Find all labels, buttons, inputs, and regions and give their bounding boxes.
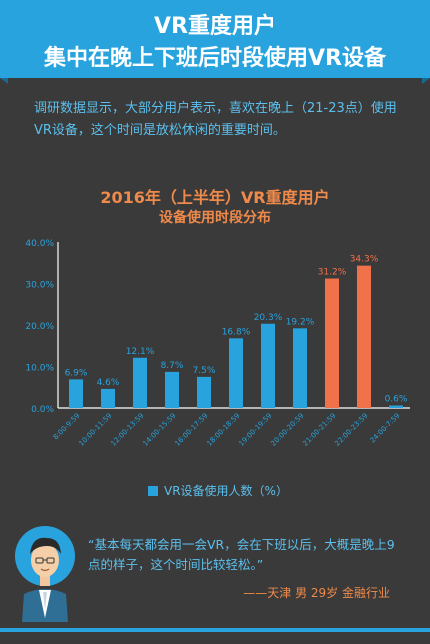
bar-value-label: 8.7% [161,361,184,371]
bar [69,379,83,408]
bar [293,328,307,408]
bottom-accent-line [0,628,430,632]
bar [357,265,371,408]
bar [165,371,179,408]
banner-fold-right [422,78,430,84]
legend-label: VR设备使用人数（%） [164,484,288,498]
chart-title: 2016年（上半年）VR重度用户 [100,188,330,207]
legend-swatch [148,486,158,496]
y-tick-label: 10.0% [25,364,54,374]
x-tick-label: 24:00-7:59 [369,412,402,445]
x-tick-label: 16:00-17:59 [173,412,209,448]
quote-attribution: ——天津 男 29岁 金融行业 [243,586,390,600]
x-tick-label: 21:00-21:59 [301,412,337,448]
banner-fold-left [0,78,8,84]
bar-value-label: 20.3% [254,313,283,323]
x-tick-label: 22:00-23:59 [333,412,369,448]
person-avatar-icon [15,526,75,622]
bar-value-label: 16.8% [222,327,251,337]
intro-text: 调研数据显示，大部分用户表示，喜欢在晚上（21-23点）使用VR设备，这个时间是… [34,101,397,138]
user-quote: “基本每天都会用一会VR，会在下班以后，大概是晚上9点的样子，这个时间比较轻松。… [88,537,395,572]
y-tick-label: 0.0% [31,405,54,415]
bar-chart: 0.0% 10.0% 20.0% 30.0% 40.0% 6.9% 8:00-9:59 4.6… [25,239,410,448]
chart-subtitle: 设备使用时段分布 [159,210,271,226]
bar-value-label: 6.9% [65,368,88,378]
bar-value-label: 7.5% [193,366,216,376]
x-tick-label: 8:00-9:59 [52,412,82,442]
bar [133,357,147,408]
x-tick-label: 14:00-15:59 [141,412,177,448]
bar-value-label: 0.6% [385,395,408,405]
bar-value-label: 19.2% [286,317,315,327]
header-title-line1: VR重度用户 [154,14,276,39]
bar [197,376,211,408]
x-tick-label: 12:00-13:59 [109,412,145,448]
y-tick-label: 20.0% [25,322,54,332]
bar [389,405,403,408]
x-tick-label: 20:00-20:59 [269,412,305,448]
chart-legend: VR设备使用人数（%） [148,482,288,499]
bar-value-label: 12.1% [126,347,155,357]
bar-value-label: 31.2% [318,268,347,278]
bar [325,278,339,408]
bar [101,388,115,408]
bar [229,338,243,408]
bar [261,323,275,408]
x-tick-label: 19:00-19:59 [237,412,273,448]
bar-value-label: 4.6% [97,378,120,388]
y-tick-label: 30.0% [25,281,54,291]
header-banner: VR重度用户 集中在晚上下班后时段使用VR设备 [0,0,430,84]
x-tick-label: 18:00-18:59 [205,412,241,448]
y-tick-label: 40.0% [25,239,54,249]
header-title-line2: 集中在晚上下班后时段使用VR设备 [44,46,386,71]
bar-value-label: 34.3% [350,255,379,265]
x-tick-label: 10:00-11:59 [77,412,113,448]
